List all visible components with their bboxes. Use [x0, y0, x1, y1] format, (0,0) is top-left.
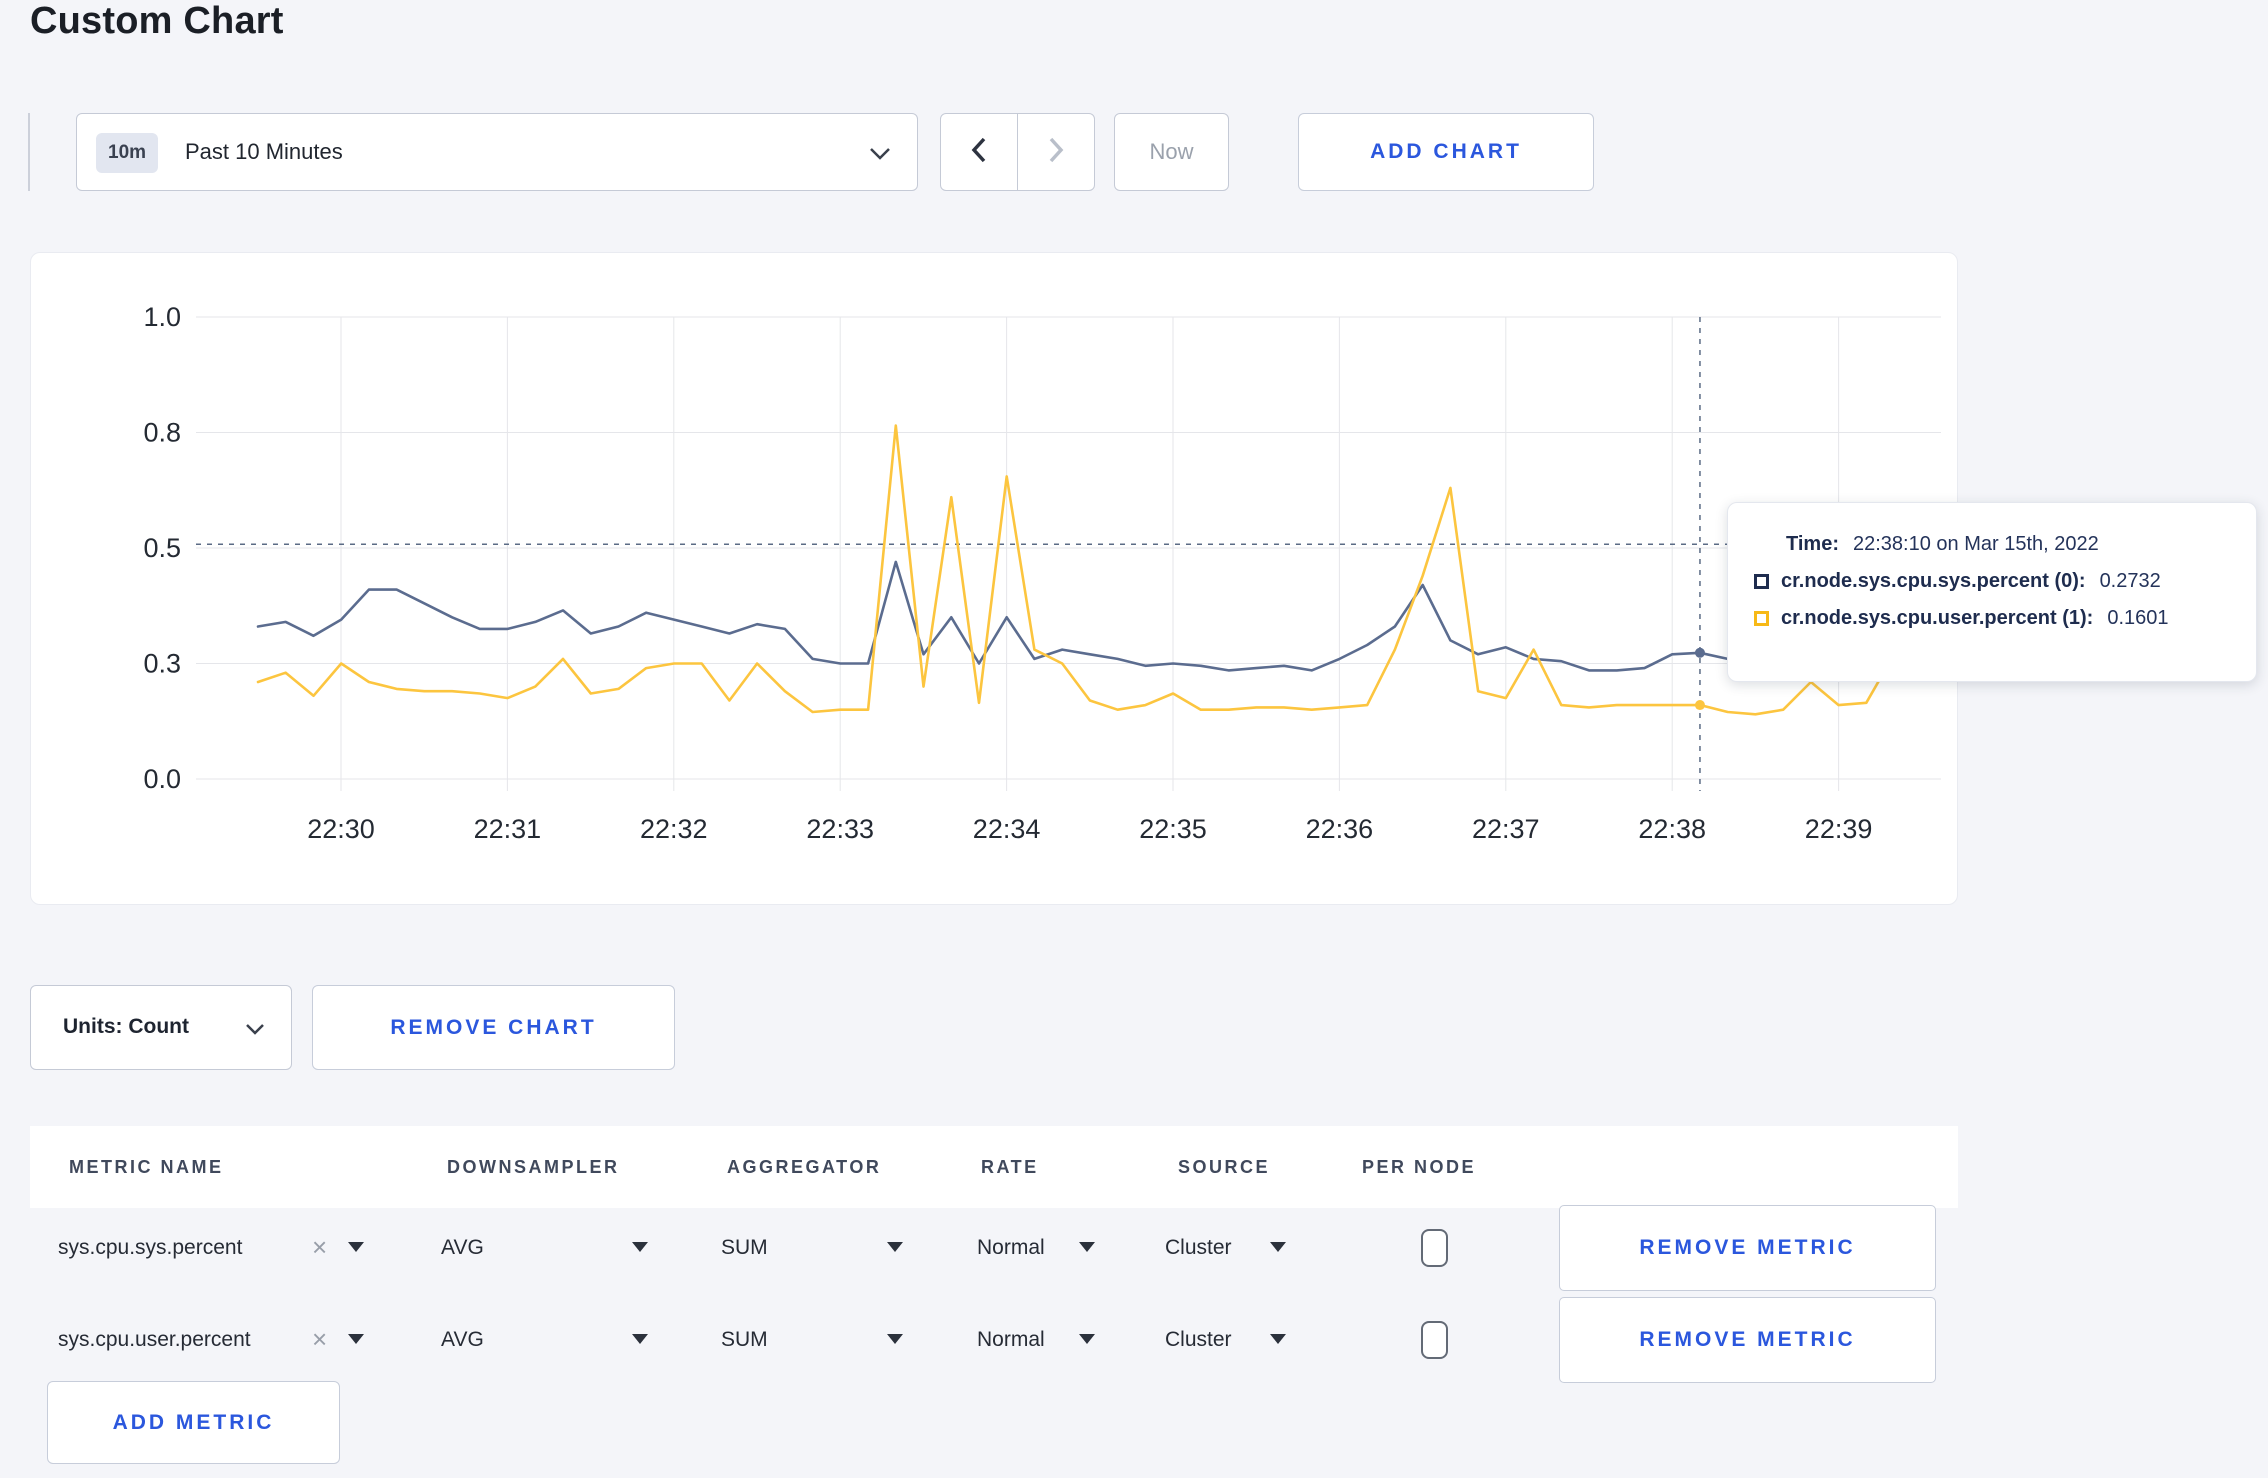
rate-caret-icon[interactable] — [1079, 1334, 1095, 1344]
x-axis-label: 22:38 — [1638, 814, 1706, 844]
remove-metric-button[interactable]: REMOVE METRIC — [1559, 1205, 1936, 1291]
tooltip-user-label: cr.node.sys.cpu.user.percent (1): — [1781, 607, 2094, 629]
col-header-metric-name: METRIC NAME — [69, 1157, 224, 1177]
units-label: Units: Count — [63, 1015, 189, 1038]
time-step-group — [940, 113, 1095, 191]
source-caret-icon[interactable] — [1270, 1334, 1286, 1344]
y-axis-label: 0.5 — [143, 533, 181, 563]
time-range-select[interactable]: 10m Past 10 Minutes — [76, 113, 918, 191]
units-select[interactable]: Units: Count — [30, 985, 292, 1070]
source-select[interactable]: Cluster — [1165, 1236, 1232, 1259]
downsampler-select[interactable]: AVG — [441, 1236, 484, 1259]
col-header-rate: RATE — [981, 1157, 1039, 1177]
remove-chart-button[interactable]: REMOVE CHART — [312, 985, 675, 1070]
source-caret-icon[interactable] — [1270, 1242, 1286, 1252]
x-axis-label: 22:30 — [307, 814, 375, 844]
x-axis-label: 22:31 — [474, 814, 542, 844]
aggregator-caret-icon[interactable] — [887, 1334, 903, 1344]
x-axis-label: 22:34 — [973, 814, 1041, 844]
now-button[interactable]: Now — [1114, 113, 1229, 191]
x-axis-label: 22:35 — [1139, 814, 1207, 844]
tooltip-user-value: 0.1601 — [2107, 607, 2169, 629]
y-axis-label: 0.8 — [143, 418, 181, 448]
downsampler-caret-icon[interactable] — [632, 1334, 648, 1344]
y-axis-label: 0.3 — [143, 649, 181, 679]
time-range-badge: 10m — [96, 133, 159, 173]
user-series-legend-icon — [1754, 611, 1769, 626]
cpu-usage-chart[interactable]: 0.0 0.3 0.5 0.8 1.0 22:30 22:31 22:32 22:33 22:34… — [31, 253, 1959, 906]
add-chart-button[interactable]: ADD CHART — [1298, 113, 1594, 191]
tooltip-sys-value: 0.2732 — [2099, 570, 2161, 592]
source-select[interactable]: Cluster — [1165, 1328, 1232, 1351]
series-line-user — [256, 424, 1896, 716]
tooltip-series-row: cr.node.sys.cpu.sys.percent (0): 0.2732 — [1754, 570, 2226, 593]
col-header-downsampler: DOWNSAMPLER — [447, 1157, 620, 1177]
time-range-label: Past 10 Minutes — [185, 139, 343, 164]
hover-point-sys — [1694, 647, 1705, 658]
sys-series-legend-icon — [1754, 574, 1769, 589]
toolbar-divider — [28, 113, 30, 191]
x-axis-label: 22:33 — [806, 814, 874, 844]
metric-name-value[interactable]: sys.cpu.sys.percent — [58, 1236, 243, 1259]
x-axis-label: 22:32 — [640, 814, 708, 844]
col-header-source: SOURCE — [1178, 1157, 1271, 1177]
rate-select[interactable]: Normal — [977, 1236, 1045, 1259]
chart-card: 0.0 0.3 0.5 0.8 1.0 22:30 22:31 22:32 22:33 22:34… — [30, 252, 1958, 905]
metric-name-dropdown-caret-icon[interactable] — [348, 1242, 364, 1252]
metrics-table-header: METRIC NAME DOWNSAMPLER AGGREGATOR RATE … — [30, 1126, 1958, 1208]
x-axis-label: 22:36 — [1306, 814, 1374, 844]
chevron-left-icon — [968, 135, 990, 170]
chevron-down-icon — [245, 1023, 267, 1037]
series-line-sys — [256, 560, 1896, 672]
rate-select[interactable]: Normal — [977, 1328, 1045, 1351]
col-header-per-node: PER NODE — [1362, 1157, 1477, 1177]
tooltip-time-label: Time: — [1786, 533, 1839, 555]
y-axis-label: 1.0 — [143, 302, 181, 332]
clear-metric-icon[interactable]: × — [312, 1324, 328, 1354]
aggregator-caret-icon[interactable] — [887, 1242, 903, 1252]
tooltip-sys-label: cr.node.sys.cpu.sys.percent (0): — [1781, 570, 2086, 592]
hover-point-user — [1694, 700, 1705, 711]
remove-metric-button[interactable]: REMOVE METRIC — [1559, 1297, 1936, 1383]
chevron-down-icon — [869, 147, 891, 161]
page-title: Custom Chart — [30, 0, 284, 42]
chevron-right-icon — [1045, 135, 1067, 170]
tooltip-series-row: cr.node.sys.cpu.user.percent (1): 0.1601 — [1754, 607, 2226, 630]
downsampler-select[interactable]: AVG — [441, 1328, 484, 1351]
add-metric-button[interactable]: ADD METRIC — [47, 1381, 340, 1464]
metric-name-value[interactable]: sys.cpu.user.percent — [58, 1328, 251, 1351]
y-axis-label: 0.0 — [143, 764, 181, 794]
col-header-aggregator: AGGREGATOR — [727, 1157, 882, 1177]
aggregator-select[interactable]: SUM — [721, 1236, 768, 1259]
x-axis-label: 22:37 — [1472, 814, 1540, 844]
chart-tooltip: Time: 22:38:10 on Mar 15th, 2022 cr.node… — [1727, 502, 2257, 682]
clear-metric-icon[interactable]: × — [312, 1232, 328, 1262]
per-node-checkbox[interactable] — [1421, 1321, 1448, 1359]
step-back-button[interactable] — [941, 114, 1018, 190]
x-axis-label: 22:39 — [1805, 814, 1873, 844]
rate-caret-icon[interactable] — [1079, 1242, 1095, 1252]
tooltip-time-value: 22:38:10 on Mar 15th, 2022 — [1852, 533, 2099, 555]
aggregator-select[interactable]: SUM — [721, 1328, 768, 1351]
per-node-checkbox[interactable] — [1421, 1229, 1448, 1267]
downsampler-caret-icon[interactable] — [632, 1242, 648, 1252]
metric-name-dropdown-caret-icon[interactable] — [348, 1334, 364, 1344]
step-forward-button[interactable] — [1018, 114, 1094, 190]
tooltip-time-row: Time: 22:38:10 on Mar 15th, 2022 — [1786, 533, 2226, 556]
